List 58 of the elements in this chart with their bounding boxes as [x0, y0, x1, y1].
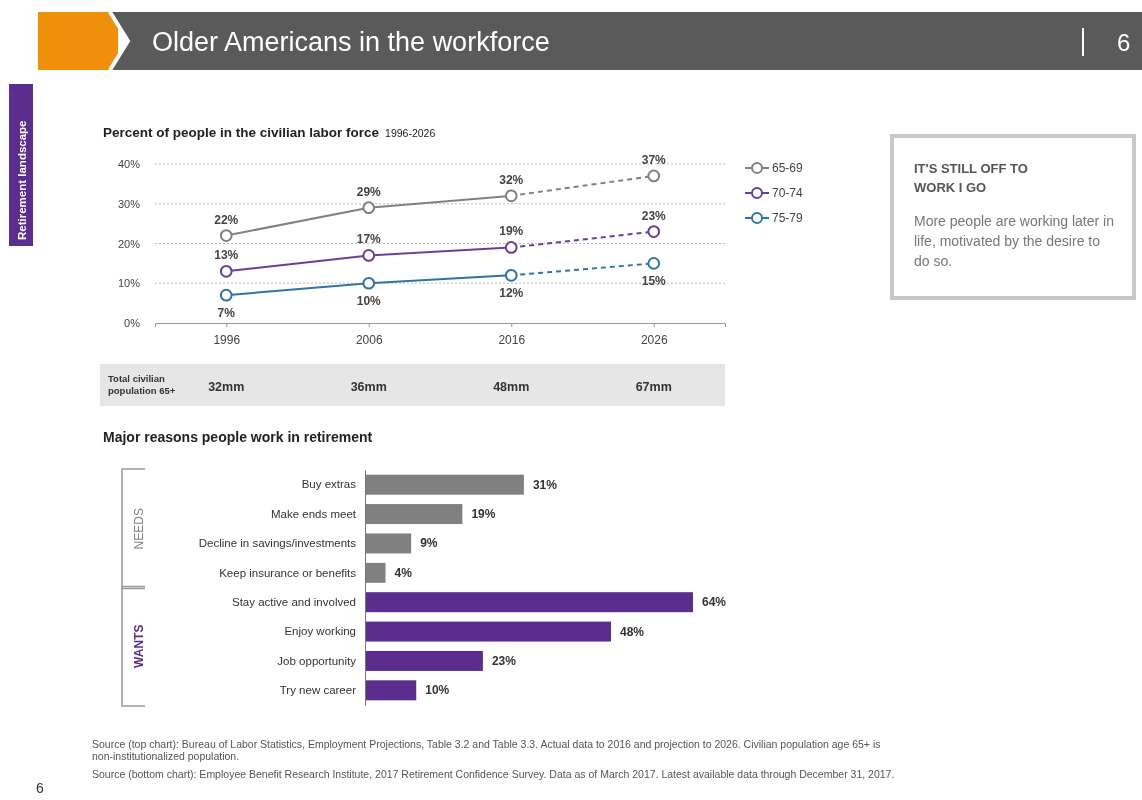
x-tick-label: 2006 — [355, 332, 383, 347]
data-label: 17% — [356, 232, 382, 247]
x-tick-label: 2016 — [498, 332, 526, 347]
data-label: 7% — [217, 306, 236, 321]
data-label: 32% — [499, 172, 524, 187]
data-label: 22% — [214, 212, 239, 227]
data-label: 29% — [356, 184, 382, 199]
data-label: 10% — [425, 683, 450, 698]
legend-label: 75-79 — [772, 211, 804, 225]
legend-label: 65-69 — [772, 161, 804, 175]
y-tick-label: Enjoy working — [284, 625, 356, 638]
y-tick-label: Make ends meet — [270, 507, 357, 520]
text: 67mm — [635, 380, 672, 394]
data-label: 10% — [356, 294, 382, 309]
text: More people are working later in life, motivated by the desire to do so. — [914, 213, 1114, 269]
data-label: 4% — [394, 565, 413, 580]
y-tick-label: Try new career — [279, 683, 357, 696]
y-tick-label: 0% — [124, 317, 141, 330]
y-tick-label: 10% — [117, 277, 141, 290]
data-label: 9% — [420, 536, 438, 551]
y-tick-label: 40% — [117, 158, 141, 171]
y-tick-label: Buy extras — [301, 478, 357, 491]
data-label: 15% — [641, 274, 667, 289]
y-tick-label: Job opportunity — [277, 654, 357, 667]
data-label: 19% — [499, 224, 524, 239]
data-label: 23% — [491, 653, 517, 668]
data-label: 13% — [214, 248, 239, 263]
y-tick-label: Keep insurance or benefits — [219, 566, 357, 579]
text: 32mm — [208, 380, 245, 394]
y-tick-label: Decline in savings/investments — [198, 537, 357, 550]
text: NEEDS — [132, 508, 146, 550]
y-tick-label: Stay active and involved — [231, 595, 356, 608]
data-label: 31% — [532, 477, 558, 492]
x-tick-label: 1996 — [213, 332, 241, 347]
y-tick-label: 30% — [117, 197, 141, 210]
data-label: 64% — [702, 595, 727, 610]
data-label: 37% — [641, 152, 667, 167]
text: Total civilian population 65+ — [108, 373, 176, 396]
data-label: 19% — [471, 507, 496, 522]
text: 6 — [1117, 29, 1131, 56]
x-tick-label: 2026 — [640, 332, 668, 347]
text: 6 — [36, 780, 44, 796]
chart-subtitle: 1996-2026 — [385, 127, 436, 139]
legend-label: 70-74 — [772, 186, 804, 200]
text: 48mm — [493, 380, 530, 394]
text: Older Americans in the workforce — [152, 27, 550, 57]
text: WANTS — [132, 624, 146, 668]
y-tick-label: 20% — [117, 237, 141, 250]
data-label: 48% — [620, 624, 645, 639]
source-note: Source (bottom chart): Employee Benefit Research Institute, 2017 Retirement Confidence Survey. Data as of March 2017. Latest available data through December 31, 2017. — [92, 768, 895, 780]
text: IT'S STILL OFF TO WORK I GO — [914, 161, 1028, 195]
chart-title: Percent of people in the civilian labor force — [103, 125, 380, 140]
text: Major reasons people work in retirement — [103, 429, 373, 445]
source-note: Source (top chart): Bureau of Labor Statistics, Employment Projections, Table 3.2 and Table 3.3. Actual data to 2016 and projection to 2026. Civilian population age 65+ is non-institutionalized population. — [92, 738, 881, 762]
data-label: 23% — [641, 208, 667, 223]
data-label: 12% — [499, 286, 524, 301]
text: Retirement landscape — [16, 120, 28, 240]
text: 36mm — [350, 380, 387, 394]
